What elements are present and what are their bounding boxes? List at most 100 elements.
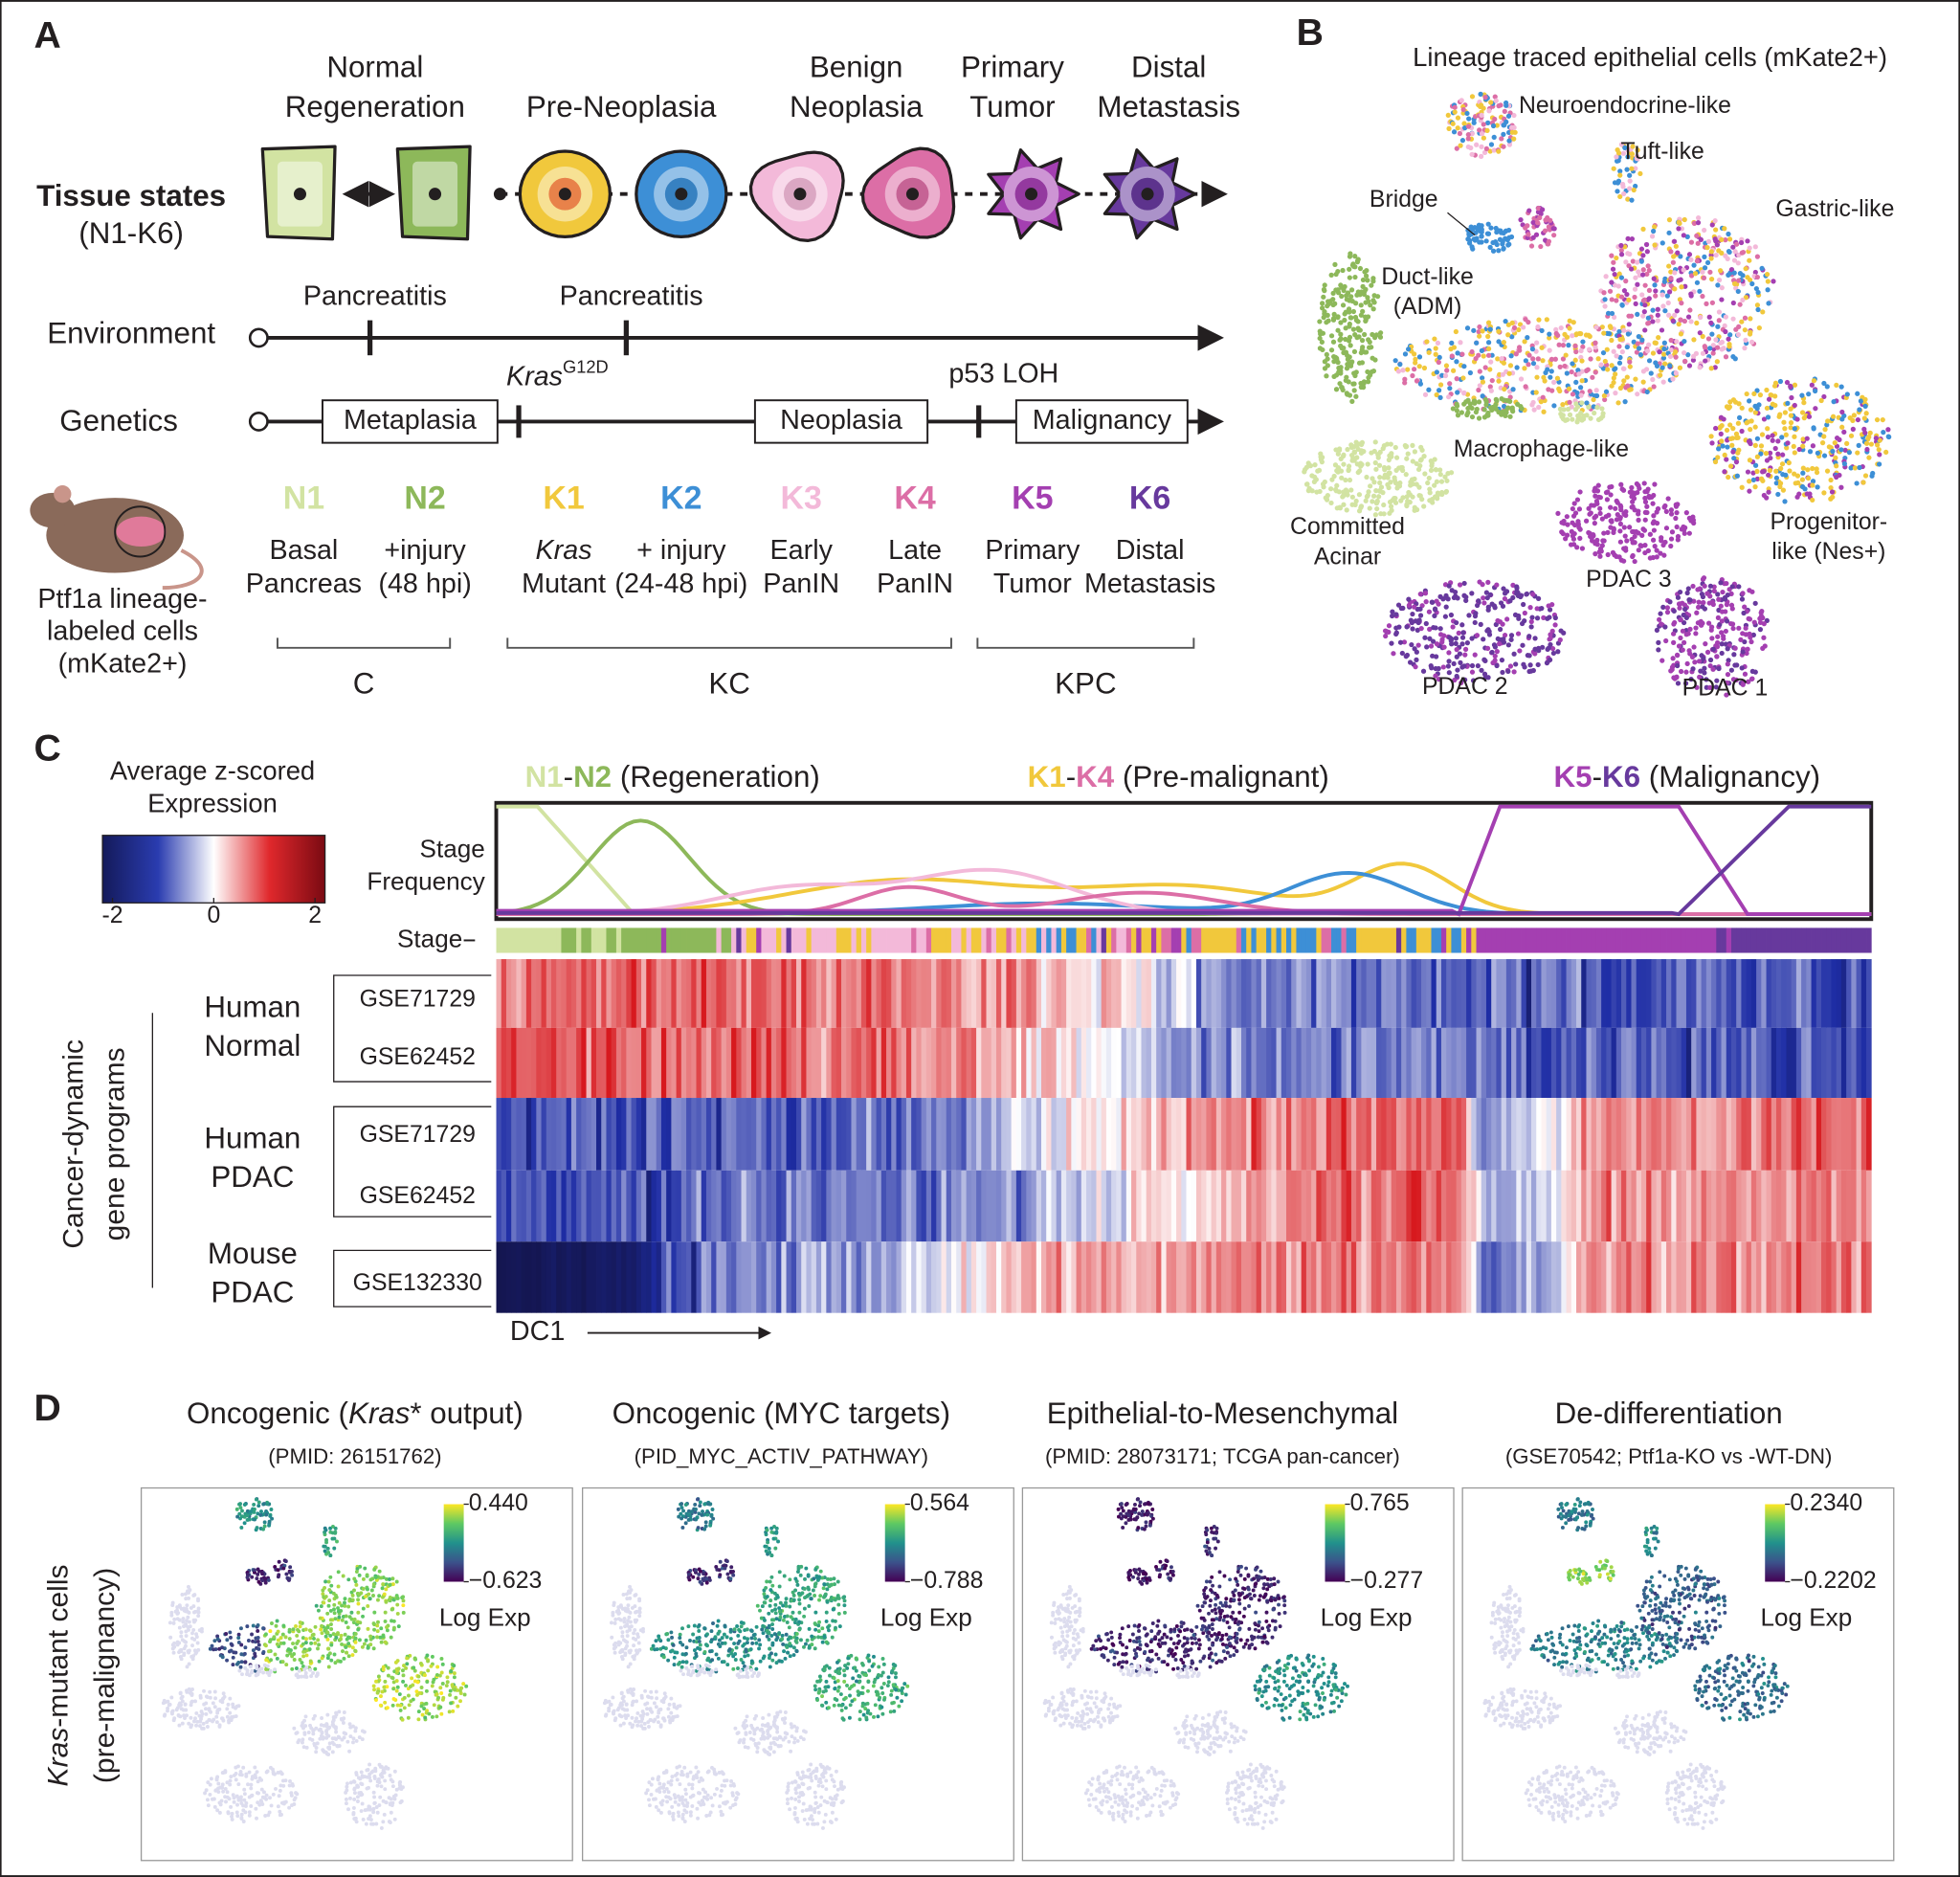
heatmap-cell: [561, 959, 568, 1028]
heatmap-cell: [1621, 1241, 1627, 1313]
cell-dot: [1680, 647, 1685, 653]
cell-dot: [1490, 123, 1497, 129]
heatmap-cell: [1296, 1027, 1303, 1099]
cell-dot: [1726, 474, 1731, 480]
cell-dot: [1461, 364, 1467, 369]
heatmap-cell: [666, 1241, 672, 1313]
heatmap-cell: [835, 959, 842, 1028]
cell-dot: [1694, 610, 1700, 615]
heatmap-cell: [1311, 1098, 1317, 1171]
heatmap-cell: [606, 1170, 612, 1242]
heatmap-cell: [941, 1098, 947, 1171]
cell-dot: [1501, 245, 1506, 252]
cell: [1102, 148, 1197, 240]
cell-dot: [1633, 166, 1638, 171]
cell-dot: [1617, 168, 1623, 174]
heatmap-cell: [1766, 959, 1772, 1028]
cell-dot: [1674, 339, 1680, 345]
stage-cell: [1186, 927, 1192, 953]
heatmap-cell: [641, 1027, 647, 1099]
cell-dot: [1570, 505, 1575, 512]
cell-dot: [1508, 234, 1515, 240]
cell-dot: [1619, 348, 1625, 355]
heatmap-cell: [1311, 1027, 1317, 1099]
cell-dot: [1597, 505, 1603, 511]
heatmap-cell: [1141, 1098, 1147, 1171]
stage-cell: [1071, 927, 1077, 953]
cell-dot: [1469, 413, 1476, 420]
cell-dot: [1333, 387, 1340, 392]
stage-cell: [511, 927, 517, 953]
cell-dot: [1714, 654, 1720, 659]
cell-dot: [1373, 488, 1379, 494]
heatmap-cell: [1116, 959, 1122, 1028]
heatmap-cell: [536, 1170, 542, 1242]
heatmap-cell: [1296, 959, 1303, 1028]
heatmap-cell: [1471, 1170, 1477, 1242]
heatmap-cell: [1150, 1241, 1157, 1313]
cell-dot: [1686, 363, 1693, 369]
panel-label: B: [1297, 12, 1324, 54]
heatmap-cell: [525, 1241, 532, 1313]
heatmap-cell: [1691, 1170, 1697, 1242]
stage-cell: [1501, 927, 1507, 953]
cell-dot: [1365, 278, 1370, 283]
stage-cell: [1451, 927, 1458, 953]
heatmap-cell: [1815, 1027, 1822, 1099]
stage-cell: [1426, 927, 1432, 953]
cell-dot: [1325, 299, 1331, 304]
stage-cell: [1471, 927, 1477, 953]
heatmap-cell: [1141, 1027, 1147, 1099]
cell-dot: [1718, 580, 1724, 586]
cell-dot: [1700, 593, 1706, 600]
heatmap-cell: [1750, 1027, 1757, 1099]
cell-dot: [1573, 401, 1579, 407]
cell-dot: [1378, 484, 1385, 490]
cell-dot: [1624, 291, 1630, 298]
stage-cell: [1386, 927, 1392, 953]
heatmap-cell: [1595, 1027, 1602, 1099]
cell-dot: [1571, 530, 1577, 537]
heatmap-cell: [1121, 959, 1127, 1028]
heatmap-cell: [1246, 1027, 1252, 1099]
cell-dot: [1459, 622, 1465, 628]
heatmap-cell: [835, 1170, 842, 1242]
heatmap-cell: [1570, 1098, 1577, 1171]
cell-dot: [1765, 414, 1771, 420]
heatmap-cell: [891, 1027, 897, 1099]
heatmap-cell: [1660, 1098, 1667, 1171]
heatmap-cell: [1771, 1170, 1777, 1242]
cell-dot: [1633, 183, 1638, 190]
cell-dot: [1421, 503, 1427, 509]
cell-dot: [1575, 519, 1581, 525]
heatmap-cell: [966, 1241, 972, 1313]
heatmap-cell: [876, 1098, 882, 1171]
cell-dot: [1700, 576, 1706, 582]
cell-dot: [1610, 266, 1616, 272]
heatmap-cell: [1811, 1098, 1817, 1171]
cell-dot: [1725, 592, 1730, 598]
cell-dot: [1644, 249, 1650, 255]
heatmap-cell: [1166, 1098, 1172, 1171]
cell-dot: [1663, 508, 1669, 515]
heatmap-cell: [1176, 1170, 1182, 1242]
heatmap-cell: [1601, 1027, 1607, 1099]
heatmap-cell: [1786, 959, 1793, 1028]
cell: [987, 148, 1080, 240]
heatmap-cell: [1036, 1098, 1042, 1171]
heatmap-cell: [1456, 1170, 1462, 1242]
heatmap-cell: [1741, 1170, 1748, 1242]
cell-dot: [1778, 465, 1784, 472]
heatmap-cell: [1291, 1098, 1297, 1171]
heatmap-cell: [981, 1170, 987, 1242]
cell-dot: [1328, 347, 1335, 353]
heatmap-cell: [781, 1170, 787, 1242]
stage-cell: [1191, 927, 1197, 953]
cell-dot: [1669, 529, 1676, 535]
stage-cell: [631, 927, 637, 953]
cluster-label: Gastric-like: [1775, 196, 1894, 222]
cell-dot: [1688, 293, 1694, 299]
cell-dot: [1671, 621, 1677, 627]
heatmap-cell: [826, 1027, 832, 1099]
stage-description: Early: [770, 535, 834, 566]
